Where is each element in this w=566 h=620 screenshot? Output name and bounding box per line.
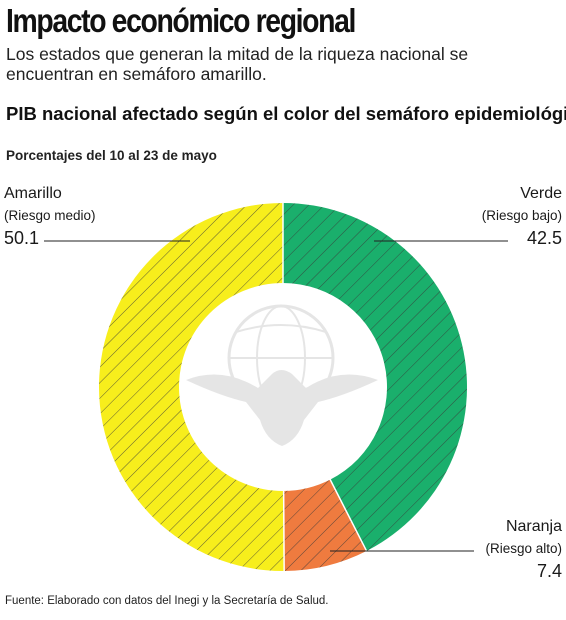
label-amarillo-name: Amarillo: [4, 185, 62, 202]
source-note: Fuente: Elaborado con datos del Inegi y …: [5, 595, 329, 607]
slice-naranja-hatch: [283, 479, 367, 571]
chart-title: PIB nacional afectado según el color del…: [6, 103, 566, 124]
slice-separator: [329, 478, 368, 553]
label-verde-risk: (Riesgo bajo): [482, 208, 562, 223]
label-verde-value: 42.5: [527, 228, 562, 248]
slice-verde-hatch: [283, 203, 467, 551]
slice-separator: [282, 489, 285, 573]
eagle-emblem-watermark: [186, 304, 378, 446]
page-subtitle: Los estados que generan la mitad de la r…: [6, 44, 469, 84]
label-amarillo-risk: (Riesgo medio): [4, 208, 96, 223]
label-naranja-risk: (Riesgo alto): [485, 541, 562, 556]
label-naranja-value: 7.4: [537, 561, 562, 581]
label-naranja-name: Naranja: [506, 518, 562, 535]
page-title: Impacto económico regional: [6, 2, 356, 39]
chart-subtitle: Porcentajes del 10 al 23 de mayo: [6, 148, 217, 163]
slice-amarillo-hatch: [98, 202, 285, 571]
label-amarillo-value: 50.1: [4, 228, 39, 248]
label-verde-name: Verde: [520, 185, 562, 202]
